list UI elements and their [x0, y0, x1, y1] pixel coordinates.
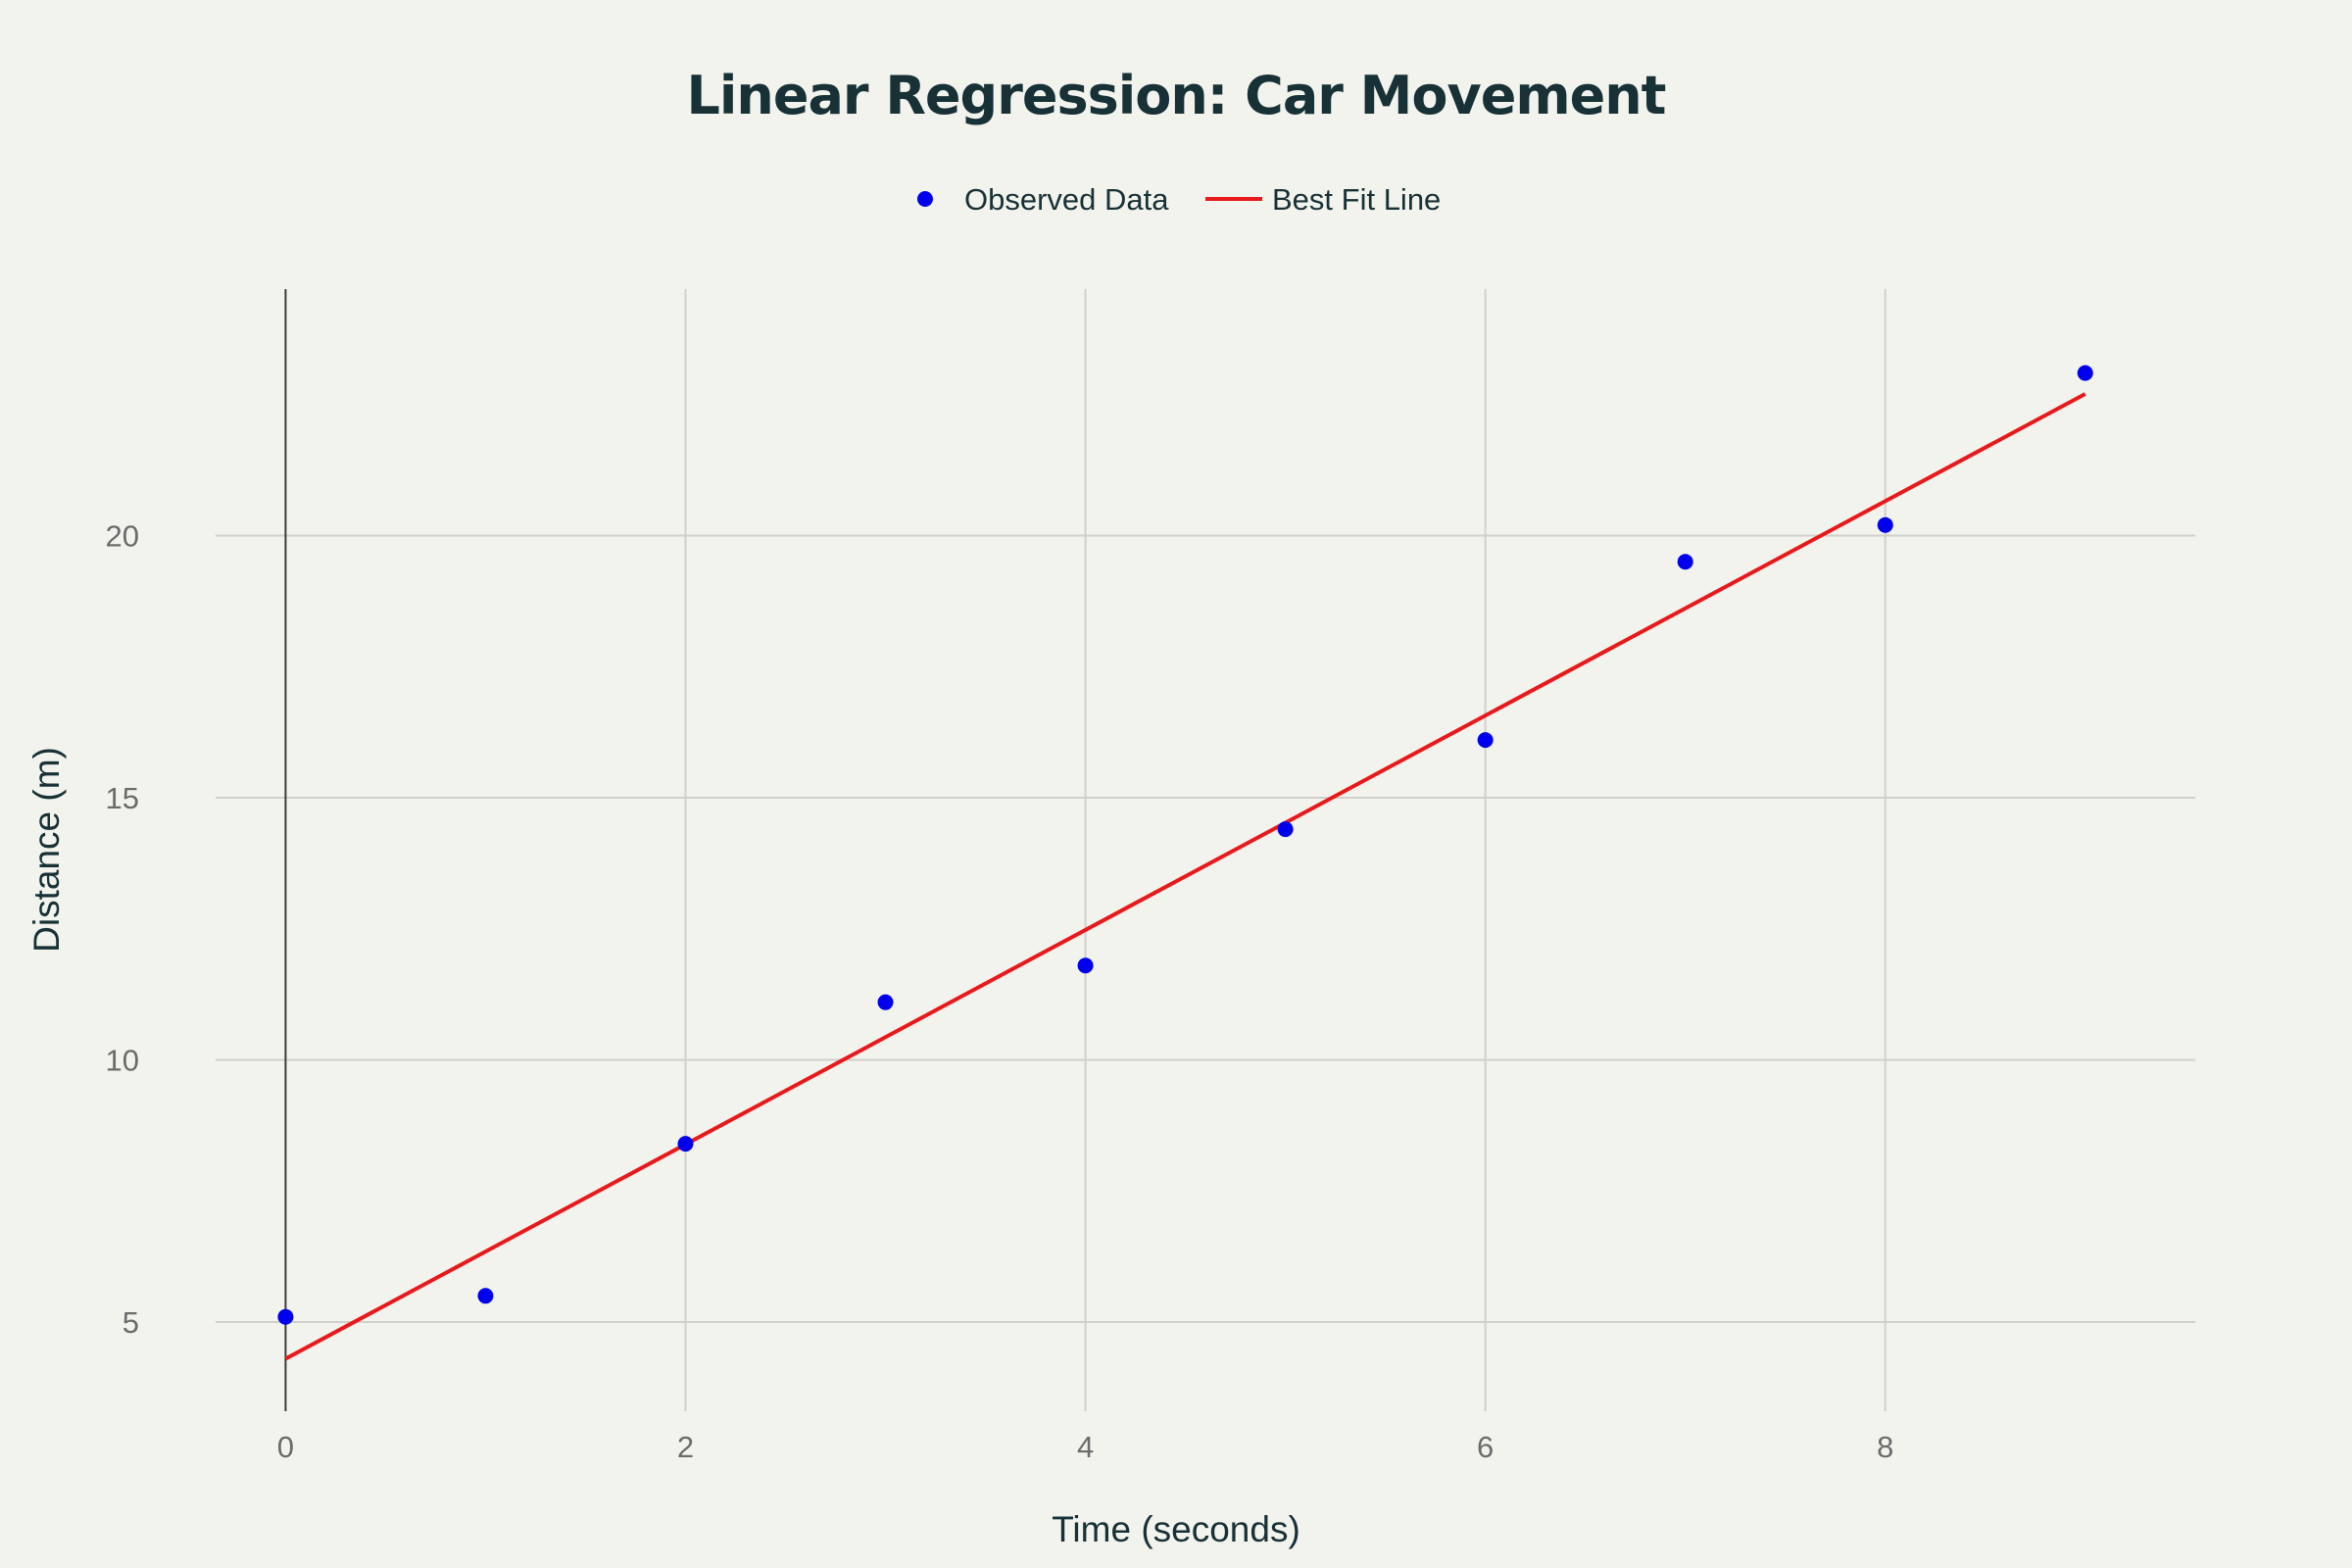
x-axis-ticks: 0 2 4 6 8 — [277, 1430, 1894, 1464]
best-fit-series — [284, 392, 2086, 1361]
legend: Observed Data Best Fit Line — [917, 182, 1441, 217]
y-tick-label-20: 20 — [106, 518, 139, 553]
y-axis-title: Distance (m) — [26, 747, 67, 953]
x-tick-label-8: 8 — [1877, 1430, 1893, 1464]
y-tick-label-15: 15 — [106, 781, 139, 815]
data-point-6 — [1477, 732, 1494, 749]
data-point-1 — [477, 1288, 494, 1304]
best-fit-line — [284, 392, 2086, 1361]
grid — [216, 289, 2195, 1411]
y-tick-label-5: 5 — [122, 1305, 139, 1340]
legend-label-observed-data: Observed Data — [964, 182, 1169, 217]
data-point-8 — [1877, 516, 1893, 533]
y-tick-label-10: 10 — [106, 1044, 139, 1078]
legend-label-best-fit-line: Best Fit Line — [1272, 182, 1441, 217]
x-tick-label-6: 6 — [1477, 1430, 1494, 1464]
chart-title: Linear Regression: Car Movement — [686, 65, 1665, 126]
x-axis-title: Time (seconds) — [1052, 1509, 1300, 1549]
observed-data-series — [277, 365, 2093, 1325]
data-point-2 — [677, 1136, 694, 1152]
data-point-4 — [1077, 957, 1094, 974]
x-tick-label-2: 2 — [677, 1430, 694, 1464]
y-axis-ticks: 5 10 15 20 — [106, 518, 139, 1340]
x-tick-label-0: 0 — [277, 1430, 294, 1464]
data-point-0 — [277, 1308, 294, 1325]
data-point-3 — [877, 994, 894, 1010]
x-tick-label-4: 4 — [1077, 1430, 1094, 1464]
data-point-9 — [2077, 365, 2093, 381]
data-point-7 — [1677, 554, 1693, 570]
data-point-5 — [1277, 821, 1294, 838]
legend-marker-observed-data — [917, 191, 933, 207]
